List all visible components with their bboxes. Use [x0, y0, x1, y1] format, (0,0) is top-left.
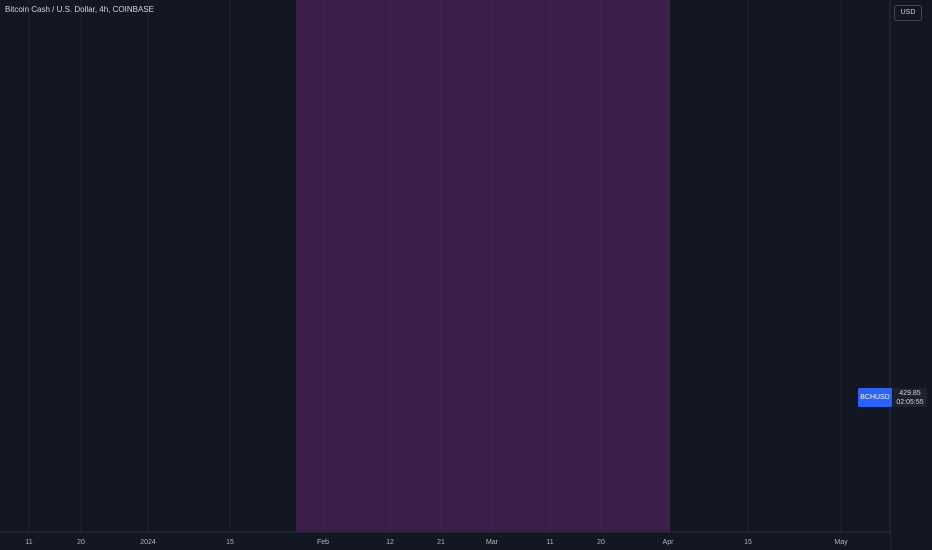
time-axis-tick: Apr: [663, 539, 675, 546]
time-axis-tick: 20: [77, 539, 85, 546]
last-price-tag: BCHUSD 429.85 02:05:55: [858, 388, 927, 407]
time-axis-bg: [0, 532, 890, 550]
price-tag-value: 429.85 02:05:55: [893, 388, 927, 407]
price-tag-price: 429.85: [899, 390, 921, 397]
time-axis-tick: 15: [226, 539, 234, 546]
time-axis-tick: 11: [546, 539, 553, 546]
time-axis-tick: 12: [386, 539, 394, 546]
time-axis-tick: 21: [437, 539, 445, 546]
time-axis-tick: Feb: [317, 539, 329, 546]
chart-title: Bitcoin Cash / U.S. Dollar, 4h, COINBASE: [5, 5, 154, 14]
time-axis-tick: May: [834, 539, 848, 546]
currency-button[interactable]: USD: [894, 5, 922, 21]
time-axis-tick: 20: [597, 539, 605, 546]
price-tag-countdown: 02:05:55: [896, 399, 924, 406]
price-axis-bg: [890, 0, 932, 550]
time-axis-tick: Mar: [486, 539, 499, 546]
time-axis-tick: 11: [25, 539, 32, 546]
fib-base-zone: [296, 0, 670, 532]
time-axis-tick: 2024: [140, 539, 156, 546]
price-tag-symbol: BCHUSD: [858, 388, 892, 407]
time-axis-tick: 15: [744, 539, 752, 546]
